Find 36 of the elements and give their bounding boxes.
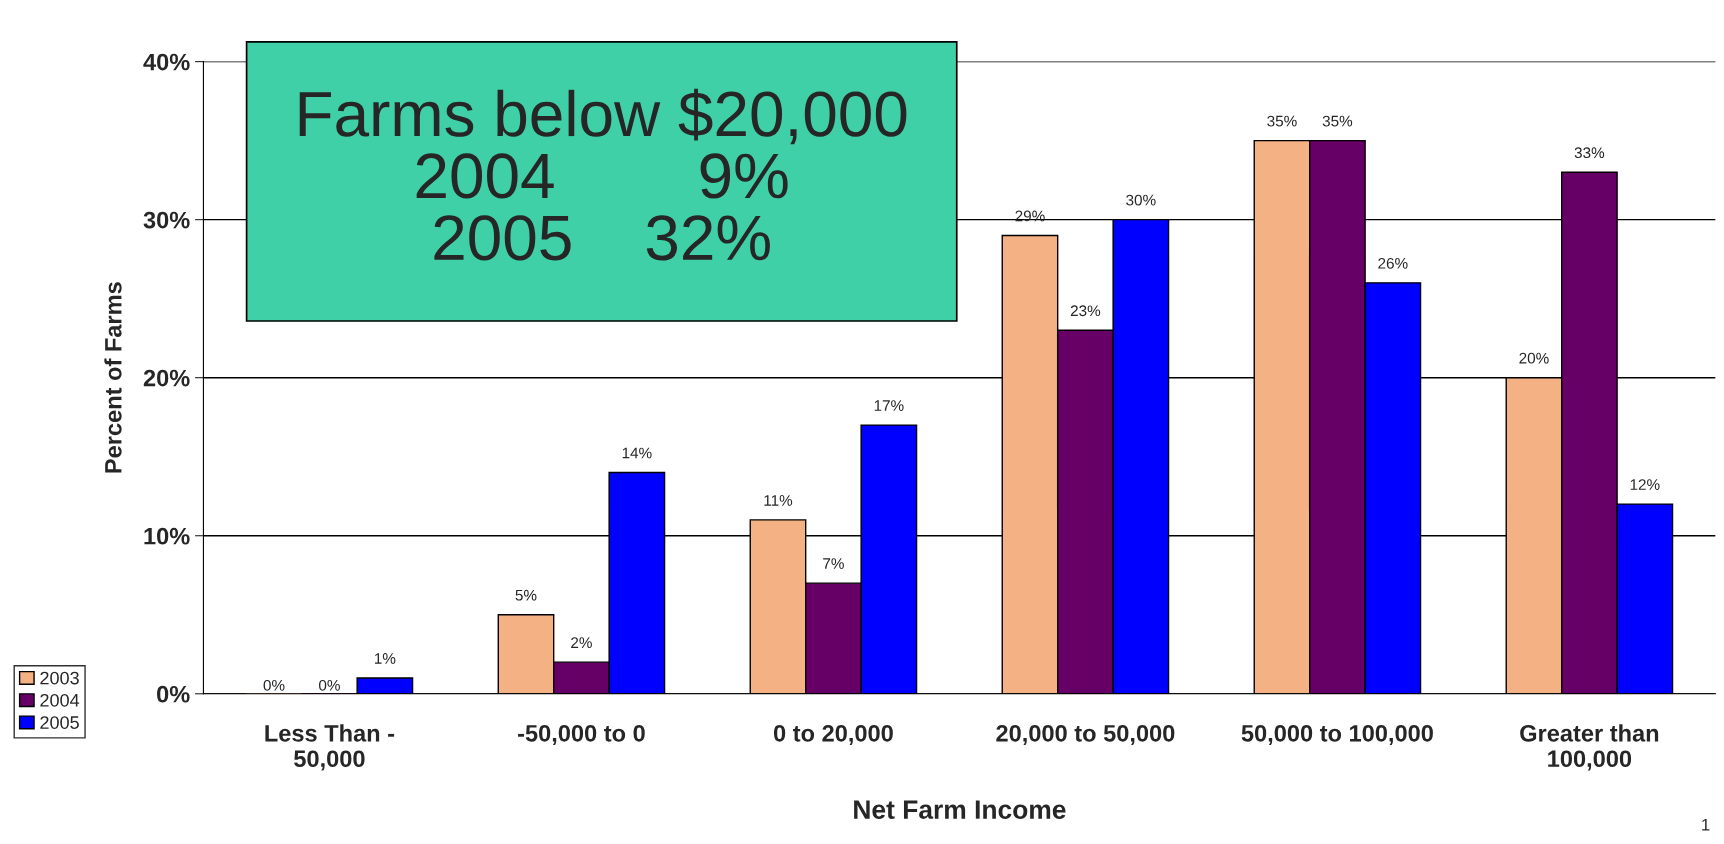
data-label: 14%: [622, 447, 652, 459]
data-label: 0%: [263, 679, 285, 691]
data-label: 35%: [1322, 115, 1353, 127]
x-tick-label: Less Than - 50,000: [265, 724, 395, 771]
annotation: Farms below $20,000 2004 9% 2005 32%: [299, 88, 907, 261]
x-tick-label: Greater than 100,000: [1520, 724, 1659, 771]
x-axis-title: Net Farm Income: [854, 800, 1066, 819]
x-tick-label: -50,000 to 0: [518, 724, 645, 746]
data-label: 30%: [1126, 194, 1156, 206]
data-label: 23%: [1070, 305, 1101, 317]
data-label: 1%: [374, 653, 396, 664]
data-label: 29%: [1015, 210, 1045, 222]
text: 1: [1702, 818, 1710, 831]
y-tick-label: 30%: [143, 211, 190, 229]
x-tick-label: 20,000 to 50,000: [996, 724, 1175, 746]
legend-label: 2004: [40, 693, 80, 707]
data-label: 17%: [874, 400, 904, 411]
legend-label: 2005: [40, 716, 79, 729]
data-label: 35%: [1267, 115, 1297, 127]
data-label: 7%: [823, 558, 844, 569]
data-label: 20%: [1519, 352, 1549, 364]
x-tick-label: 50,000 to 100,000: [1241, 724, 1433, 746]
y-tick-label: 20%: [143, 369, 190, 387]
y-axis-title: Percent of Farms: [104, 282, 122, 473]
data-label: 11%: [764, 495, 793, 506]
y-tick-label: 10%: [144, 527, 190, 545]
data-label: 0%: [318, 679, 340, 691]
data-label: 2%: [571, 637, 592, 648]
x-tick-label: 0 to 20,000: [773, 724, 893, 746]
data-label: 33%: [1574, 147, 1605, 159]
data-label: 12%: [1630, 479, 1660, 490]
legend-label: 2003: [40, 671, 79, 685]
y-tick-label: 40%: [143, 53, 190, 71]
y-tick-label: 0%: [157, 685, 190, 703]
data-label: 26%: [1378, 257, 1408, 269]
data-label: 5%: [515, 589, 537, 601]
